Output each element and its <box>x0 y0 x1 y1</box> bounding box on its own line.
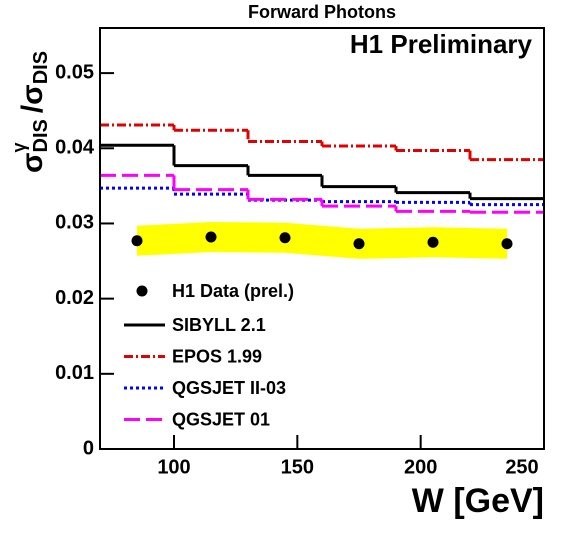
data-point <box>501 238 513 250</box>
y-tick-label: 0 <box>83 437 94 459</box>
y-tick-label: 0.05 <box>55 61 94 83</box>
y-label-part: γ <box>9 143 29 153</box>
series <box>100 143 544 201</box>
data-point <box>279 232 291 244</box>
legend-label: QGSJET II-03 <box>172 378 286 398</box>
y-label-part: DIS <box>30 119 52 152</box>
legend-label: SIBYLL 2.1 <box>172 315 266 335</box>
chart-title: Forward Photons <box>248 2 396 22</box>
legend-marker <box>136 285 148 297</box>
legend-label: H1 Data (prel.) <box>172 281 294 301</box>
y-tick-label: 0.04 <box>55 137 95 159</box>
legend-label: QGSJET 01 <box>172 409 270 429</box>
data-point <box>205 231 217 243</box>
plot-frame <box>99 27 545 450</box>
data-point <box>131 235 143 247</box>
series <box>100 173 544 214</box>
data-point <box>353 238 365 250</box>
y-label-part: DIS <box>30 51 52 84</box>
x-tick-label: 100 <box>157 456 190 478</box>
annotation: H1 Preliminary <box>350 29 533 59</box>
y-tick-label: 0.01 <box>55 362 94 384</box>
x-tick-label: 250 <box>505 456 538 478</box>
x-axis-label: W [GeV] <box>412 482 544 520</box>
data-point <box>427 236 439 248</box>
legend-label: EPOS 1.99 <box>172 346 262 366</box>
series <box>100 123 544 162</box>
y-label-part: σ <box>16 84 49 105</box>
x-tick-label: 150 <box>281 456 314 478</box>
y-axis-label: σγDIS/σDIS <box>9 51 53 173</box>
y-tick-label: 0.03 <box>55 212 94 234</box>
y-label-part: σ <box>16 153 49 174</box>
y-tick-label: 0.02 <box>55 287 94 309</box>
y-label-part: / <box>16 104 49 113</box>
data-band <box>137 221 507 259</box>
x-tick-label: 200 <box>404 456 437 478</box>
